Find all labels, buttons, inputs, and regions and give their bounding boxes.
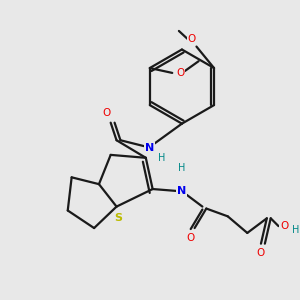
Text: H: H	[158, 153, 165, 163]
Text: N: N	[177, 186, 187, 196]
Text: O: O	[280, 221, 289, 231]
Text: O: O	[103, 108, 111, 118]
Text: H: H	[178, 163, 186, 172]
Text: H: H	[292, 225, 300, 235]
Text: O: O	[176, 68, 184, 78]
Text: S: S	[115, 213, 122, 223]
Text: O: O	[257, 248, 265, 258]
Text: O: O	[188, 34, 196, 44]
Text: O: O	[187, 233, 195, 243]
Text: N: N	[145, 143, 154, 153]
